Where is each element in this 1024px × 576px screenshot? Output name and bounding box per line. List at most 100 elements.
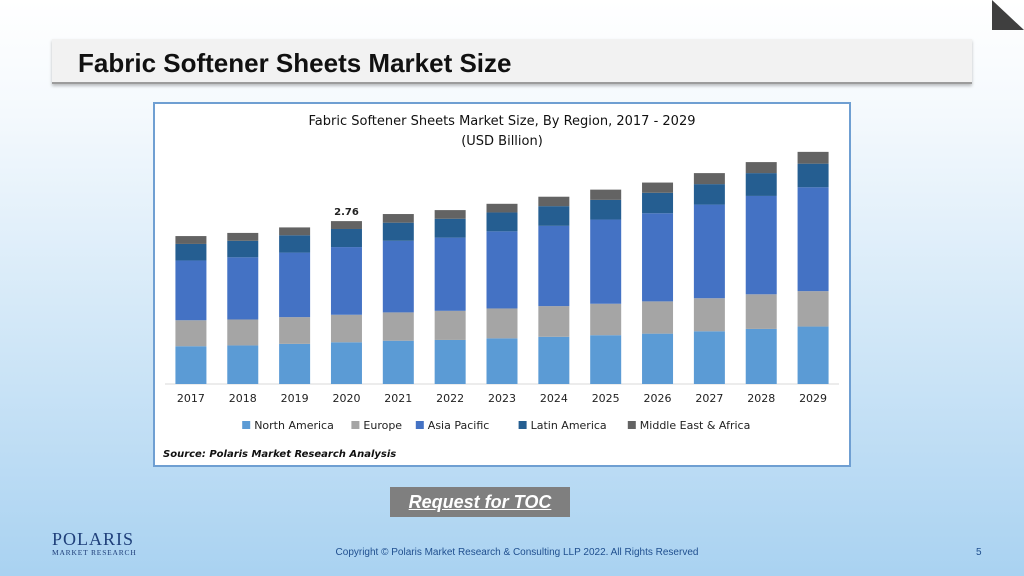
copyright-text: Copyright © Polaris Market Research & Co… (335, 547, 699, 558)
bar-latin-america-2018 (227, 240, 259, 258)
bar-middle-east-africa-2027 (693, 173, 725, 185)
bar-asia-pacific-2029 (797, 187, 829, 292)
legend-swatch (518, 421, 527, 429)
legend-label: North America (254, 419, 334, 432)
bar-europe-2023 (486, 308, 518, 339)
page-title: Fabric Softener Sheets Market Size (78, 48, 512, 78)
bar-asia-pacific-2027 (693, 204, 725, 299)
bar-north-america-2017 (175, 346, 207, 384)
bar-north-america-2023 (486, 338, 518, 384)
bar-north-america-2025 (590, 335, 622, 384)
polaris-logo[interactable]: POLARIS MARKET RESEARCH (52, 530, 137, 558)
bar-europe-2029 (797, 291, 829, 327)
bar-latin-america-2026 (642, 192, 674, 214)
bar-north-america-2029 (797, 326, 829, 384)
logo-wordmark: POLARIS (52, 529, 135, 549)
chart-frame: Fabric Softener Sheets Market Size, By R… (153, 102, 851, 467)
page-number: 5 (976, 547, 982, 558)
bar-latin-america-2021 (382, 222, 414, 241)
chart-title-block: Fabric Softener Sheets Market Size, By R… (155, 112, 849, 152)
bar-asia-pacific-2022 (434, 237, 466, 311)
bar-europe-2024 (538, 306, 570, 337)
bar-north-america-2022 (434, 339, 466, 384)
x-tick-label: 2022 (436, 392, 464, 405)
bar-north-america-2020 (330, 342, 362, 384)
bar-asia-pacific-2021 (382, 240, 414, 313)
legend-label: Latin America (531, 419, 607, 432)
legend-swatch (242, 421, 251, 429)
bar-middle-east-africa-2019 (279, 227, 311, 236)
logo-tagline: MARKET RESEARCH (52, 548, 137, 557)
bar-middle-east-africa-2020 (330, 221, 362, 229)
bar-europe-2026 (642, 301, 674, 334)
bar-europe-2025 (590, 303, 622, 336)
bar-asia-pacific-2026 (642, 213, 674, 302)
legend-swatch (351, 421, 360, 429)
x-tick-label: 2025 (592, 392, 620, 405)
legend-label: Asia Pacific (428, 419, 490, 432)
bar-middle-east-africa-2028 (745, 162, 777, 174)
x-tick-label: 2023 (488, 392, 516, 405)
bar-asia-pacific-2025 (590, 219, 622, 304)
bar-latin-america-2029 (797, 163, 829, 188)
bar-north-america-2018 (227, 345, 259, 384)
bar-middle-east-africa-2017 (175, 236, 207, 244)
x-tick-label: 2021 (384, 392, 412, 405)
x-tick-label: 2020 (332, 392, 360, 405)
bar-latin-america-2019 (279, 235, 311, 253)
bar-asia-pacific-2019 (279, 252, 311, 318)
bar-middle-east-africa-2023 (486, 203, 518, 213)
chart-subtitle: (USD Billion) (461, 134, 543, 149)
bar-middle-east-africa-2021 (382, 214, 414, 223)
legend-label: Middle East & Africa (640, 419, 751, 432)
bar-latin-america-2028 (745, 173, 777, 196)
bar-middle-east-africa-2022 (434, 210, 466, 219)
bar-latin-america-2027 (693, 184, 725, 205)
bar-europe-2022 (434, 310, 466, 340)
bar-europe-2021 (382, 312, 414, 341)
data-label: 2.76 (334, 207, 359, 218)
request-toc-button[interactable]: Request for TOC (390, 487, 570, 517)
bar-latin-america-2020 (330, 228, 362, 248)
legend-label: Europe (363, 419, 402, 432)
bar-europe-2017 (175, 320, 207, 347)
bar-europe-2019 (279, 317, 311, 344)
bar-europe-2020 (330, 314, 362, 343)
bar-europe-2018 (227, 319, 259, 346)
x-tick-label: 2017 (177, 392, 205, 405)
bar-asia-pacific-2017 (175, 260, 207, 321)
bar-latin-america-2017 (175, 243, 207, 261)
x-tick-label: 2027 (695, 392, 723, 405)
bar-north-america-2021 (382, 340, 414, 384)
chart-title: Fabric Softener Sheets Market Size, By R… (308, 114, 696, 129)
bar-middle-east-africa-2025 (590, 189, 622, 200)
bar-north-america-2027 (693, 331, 725, 384)
bar-asia-pacific-2024 (538, 225, 570, 307)
stacked-bar-chart: 2017 2018 2019 2020 2.76 2021 2022 2023 2024 2025… (165, 151, 839, 432)
bar-north-america-2024 (538, 336, 570, 384)
title-bar: Fabric Softener Sheets Market Size (52, 39, 972, 84)
bar-north-america-2026 (642, 333, 674, 384)
corner-triangle-icon (992, 0, 1024, 30)
bar-latin-america-2022 (434, 218, 466, 238)
bar-europe-2028 (745, 294, 777, 329)
bar-latin-america-2025 (590, 199, 622, 220)
bar-asia-pacific-2028 (745, 195, 777, 295)
bar-middle-east-africa-2029 (797, 151, 829, 164)
bar-middle-east-africa-2018 (227, 232, 259, 241)
bar-north-america-2028 (745, 328, 777, 384)
bar-middle-east-africa-2024 (538, 196, 570, 207)
bar-europe-2027 (693, 298, 725, 332)
bar-asia-pacific-2020 (330, 247, 362, 315)
bar-asia-pacific-2018 (227, 257, 259, 320)
bar-latin-america-2023 (486, 212, 518, 232)
x-tick-label: 2028 (747, 392, 775, 405)
bar-north-america-2019 (279, 343, 311, 384)
bar-asia-pacific-2023 (486, 231, 518, 309)
x-tick-label: 2018 (229, 392, 257, 405)
bar-latin-america-2024 (538, 206, 570, 226)
legend-swatch (415, 421, 424, 429)
bar-middle-east-africa-2026 (642, 182, 674, 193)
x-tick-label: 2029 (799, 392, 827, 405)
chart-source: Source: Polaris Market Research Analysis (163, 449, 397, 460)
